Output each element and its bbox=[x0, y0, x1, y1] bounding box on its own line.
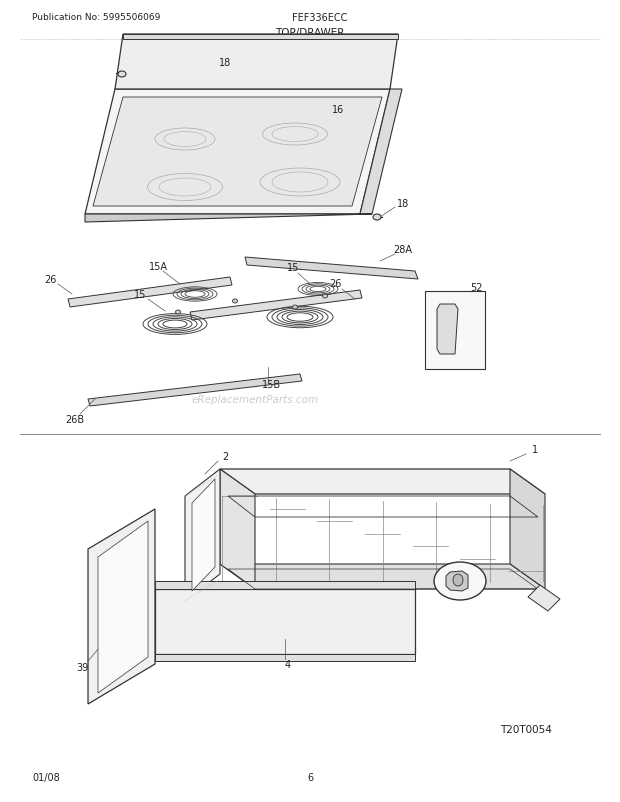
Ellipse shape bbox=[322, 294, 327, 298]
Polygon shape bbox=[115, 35, 398, 90]
Text: 26B: 26B bbox=[66, 415, 84, 424]
Ellipse shape bbox=[118, 72, 126, 78]
Text: 01/08: 01/08 bbox=[32, 772, 60, 782]
Polygon shape bbox=[510, 469, 545, 589]
Polygon shape bbox=[85, 215, 372, 223]
Polygon shape bbox=[192, 480, 215, 591]
Text: 15B: 15B bbox=[262, 379, 281, 390]
Text: 15: 15 bbox=[134, 290, 146, 300]
Text: 1: 1 bbox=[532, 444, 538, 455]
Polygon shape bbox=[437, 305, 458, 354]
Ellipse shape bbox=[373, 215, 381, 221]
Polygon shape bbox=[155, 581, 415, 589]
Polygon shape bbox=[93, 98, 382, 207]
Polygon shape bbox=[155, 589, 415, 654]
Polygon shape bbox=[185, 469, 220, 602]
Text: FEF336ECC: FEF336ECC bbox=[292, 13, 348, 23]
Ellipse shape bbox=[232, 300, 237, 304]
Polygon shape bbox=[245, 257, 418, 280]
Polygon shape bbox=[68, 277, 232, 308]
Text: 15: 15 bbox=[287, 263, 299, 273]
Polygon shape bbox=[220, 469, 255, 589]
Polygon shape bbox=[98, 521, 148, 693]
Polygon shape bbox=[220, 565, 545, 589]
Polygon shape bbox=[123, 35, 398, 40]
Polygon shape bbox=[425, 292, 485, 370]
Polygon shape bbox=[88, 375, 302, 407]
Polygon shape bbox=[360, 90, 402, 215]
Text: 2: 2 bbox=[222, 452, 228, 461]
Text: 28A: 28A bbox=[394, 245, 412, 255]
Polygon shape bbox=[88, 509, 155, 704]
Text: 39: 39 bbox=[76, 662, 88, 672]
Text: TOP/DRAWER: TOP/DRAWER bbox=[275, 28, 345, 38]
Text: eReplacementParts.com: eReplacementParts.com bbox=[192, 395, 319, 404]
Text: 15A: 15A bbox=[149, 261, 167, 272]
Ellipse shape bbox=[434, 562, 486, 600]
Polygon shape bbox=[220, 469, 545, 494]
Polygon shape bbox=[446, 571, 468, 591]
Text: 16: 16 bbox=[332, 105, 344, 115]
Text: T20T0054: T20T0054 bbox=[500, 724, 552, 734]
Text: 52: 52 bbox=[470, 282, 482, 293]
Polygon shape bbox=[155, 654, 415, 661]
Text: 26: 26 bbox=[329, 278, 341, 289]
Text: 18: 18 bbox=[219, 58, 231, 68]
Polygon shape bbox=[190, 290, 362, 321]
Polygon shape bbox=[528, 585, 560, 611]
Text: 26: 26 bbox=[44, 274, 56, 285]
Ellipse shape bbox=[453, 574, 463, 586]
Ellipse shape bbox=[293, 306, 298, 310]
Text: 6: 6 bbox=[307, 772, 313, 782]
Text: 7: 7 bbox=[459, 590, 465, 600]
Polygon shape bbox=[85, 90, 390, 215]
Text: 4: 4 bbox=[285, 659, 291, 669]
Ellipse shape bbox=[175, 310, 180, 314]
Polygon shape bbox=[220, 480, 510, 488]
Text: Publication No: 5995506069: Publication No: 5995506069 bbox=[32, 14, 161, 22]
Text: 18: 18 bbox=[397, 199, 409, 209]
